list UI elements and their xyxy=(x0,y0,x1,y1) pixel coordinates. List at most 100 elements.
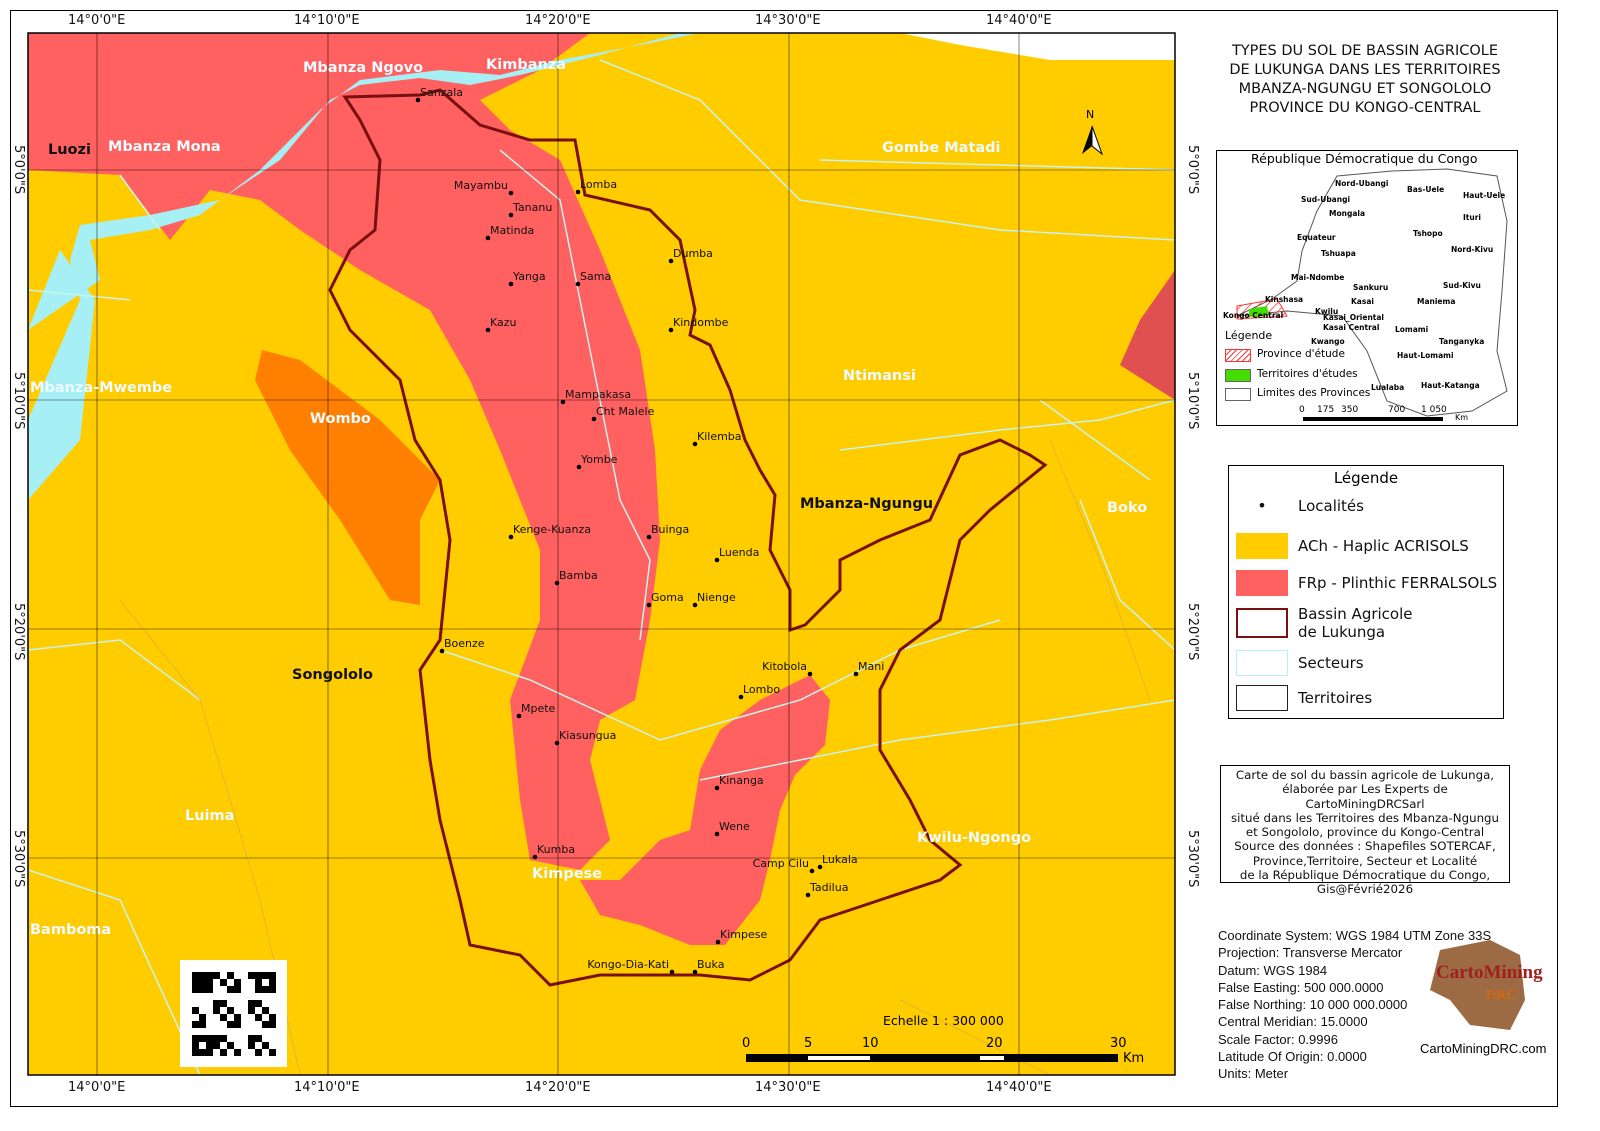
inset-scale-tick: 1 050 xyxy=(1421,405,1447,415)
grid-label-top: 14°40'0"E xyxy=(986,13,1052,28)
locality-dot[interactable] xyxy=(738,694,744,700)
inset-province-label: Lomami xyxy=(1395,325,1429,334)
scale-tick: 5 xyxy=(804,1036,813,1051)
inset-province-label: Kwilu xyxy=(1315,307,1339,316)
locality-label: Kenge-Kuanza xyxy=(513,523,591,536)
grid-label-top: 14°10'0"E xyxy=(294,13,360,28)
qr-code-icon xyxy=(180,960,287,1067)
locality-dot[interactable] xyxy=(646,602,652,608)
grid-label-top: 14°30'0"E xyxy=(755,13,821,28)
logo-sub: DRC xyxy=(1486,988,1517,1003)
locality-dot[interactable] xyxy=(805,892,811,898)
locality-dot[interactable] xyxy=(807,671,813,677)
locality-dot[interactable] xyxy=(668,327,674,333)
locality-dot[interactable] xyxy=(692,441,698,447)
locality-dot[interactable] xyxy=(591,416,597,422)
locality-label: Cht Malele xyxy=(596,405,655,418)
sector-label: Boko xyxy=(1107,500,1147,516)
projection-line: Projection: Transverse Mercator xyxy=(1218,945,1403,961)
legend-title: Légende xyxy=(1333,469,1399,487)
acrisols-swatch xyxy=(1236,533,1288,559)
locality-dot[interactable] xyxy=(669,969,675,975)
locality-dot[interactable] xyxy=(668,258,674,264)
locality-dot[interactable] xyxy=(415,97,421,103)
inset-scale-tick: 175 xyxy=(1317,405,1335,415)
grid-label-bottom: 14°30'0"E xyxy=(755,1080,821,1095)
ferralsols-east xyxy=(1120,270,1175,400)
locality-dot[interactable] xyxy=(817,864,823,870)
note-line: Carte de sol du bassin agricole de Lukun… xyxy=(1235,768,1495,782)
legend-item-basin: Bassin Agricole de Lukunga xyxy=(1298,605,1413,641)
locality-label: Boenze xyxy=(444,637,485,650)
locality-dot[interactable] xyxy=(508,281,514,287)
locality-dot[interactable] xyxy=(575,189,581,195)
projection-info: Coordinate System: WGS 1984 UTM Zone 33S… xyxy=(1218,927,1491,1083)
inset-title: République Démocratique du Congo xyxy=(1251,151,1478,166)
basin-swatch xyxy=(1236,608,1288,638)
locality-dot[interactable] xyxy=(554,580,560,586)
inset-province-label: Kasai Central xyxy=(1323,323,1380,332)
locality-label: Buka xyxy=(697,958,724,971)
inset-province-label: Tshuapa xyxy=(1321,249,1356,258)
locality-dot[interactable] xyxy=(714,831,720,837)
locality-dot[interactable] xyxy=(560,399,566,405)
inset-scale-tick: 0 xyxy=(1299,405,1305,415)
locality-label: Yombe xyxy=(580,453,618,466)
sector-label: Kimpese xyxy=(532,866,602,882)
inset-province-label: Mongala xyxy=(1329,209,1366,218)
locality-dot[interactable] xyxy=(646,534,652,540)
territory-label: Mbanza-Ngungu xyxy=(800,496,933,512)
locality-label: Goma xyxy=(651,591,684,604)
locality-label: Kinanga xyxy=(719,774,764,787)
locality-dot[interactable] xyxy=(692,602,698,608)
locality-dot[interactable] xyxy=(692,969,698,975)
inset-province-label: Tshopo xyxy=(1413,229,1443,238)
map-frame xyxy=(10,10,1558,1107)
inset-province-label: Maniema xyxy=(1417,297,1456,306)
locality-dot[interactable] xyxy=(485,235,491,241)
sector-label: Luima xyxy=(185,808,234,824)
scale-tick: 20 xyxy=(986,1036,1003,1051)
logo-url[interactable]: CartoMiningDRC.com xyxy=(1420,1041,1547,1056)
locality-dot[interactable] xyxy=(508,534,514,540)
locality-label: Sama xyxy=(580,270,611,283)
inset-province-label: Kongo Central xyxy=(1223,311,1284,320)
white-top-right xyxy=(900,33,1175,60)
locality-label: Sanzala xyxy=(420,86,463,99)
inset-province-label: Haut-Katanga xyxy=(1421,381,1480,390)
locality-dot-icon: • xyxy=(1257,496,1267,515)
territory-label: Songololo xyxy=(292,667,373,683)
locality-dot[interactable] xyxy=(575,281,581,287)
grid-label-bottom: 14°20'0"E xyxy=(525,1080,591,1095)
locality-dot[interactable] xyxy=(516,713,522,719)
locality-dot[interactable] xyxy=(508,212,514,218)
locality-dot[interactable] xyxy=(576,464,582,470)
locality-dot[interactable] xyxy=(853,671,859,677)
projection-line: Datum: WGS 1984 xyxy=(1218,962,1328,978)
inset-province-label: Kasai xyxy=(1351,297,1374,306)
north-arrow-icon xyxy=(1082,125,1104,156)
locality-label: Kiasungua xyxy=(559,729,616,742)
inset-province-label: Equateur xyxy=(1297,233,1336,242)
locality-label: Camp Cilu xyxy=(753,857,809,870)
locality-dot[interactable] xyxy=(714,785,720,791)
locality-dot[interactable] xyxy=(508,190,514,196)
region-labels: Mbanza Ngovo Kimbanza Mbanza Mona Gombe Mat… xyxy=(30,57,1147,938)
lukunga-basin-boundary[interactable] xyxy=(328,88,1048,987)
inset-province-label: Sud-Ubangi xyxy=(1301,195,1351,204)
inset-scale-bar xyxy=(1303,417,1443,421)
locality-dot[interactable] xyxy=(809,868,815,874)
inset-province-label: Haut-Lomami xyxy=(1397,351,1454,360)
inset-province-label: Ituri xyxy=(1463,213,1481,222)
locality-dot[interactable] xyxy=(439,648,445,654)
inset-province-label: Haut-Uele xyxy=(1463,191,1506,200)
locality-dot[interactable] xyxy=(715,939,721,945)
legend-item-territoires: Territoires xyxy=(1298,689,1373,707)
inset-province-label: Nord-Kivu xyxy=(1451,245,1494,254)
locality-dot[interactable] xyxy=(554,740,560,746)
locality-dot[interactable] xyxy=(714,557,720,563)
orange-zone-wombo xyxy=(255,350,440,605)
locality-dot[interactable] xyxy=(485,327,491,333)
locality-dot[interactable] xyxy=(532,854,538,860)
